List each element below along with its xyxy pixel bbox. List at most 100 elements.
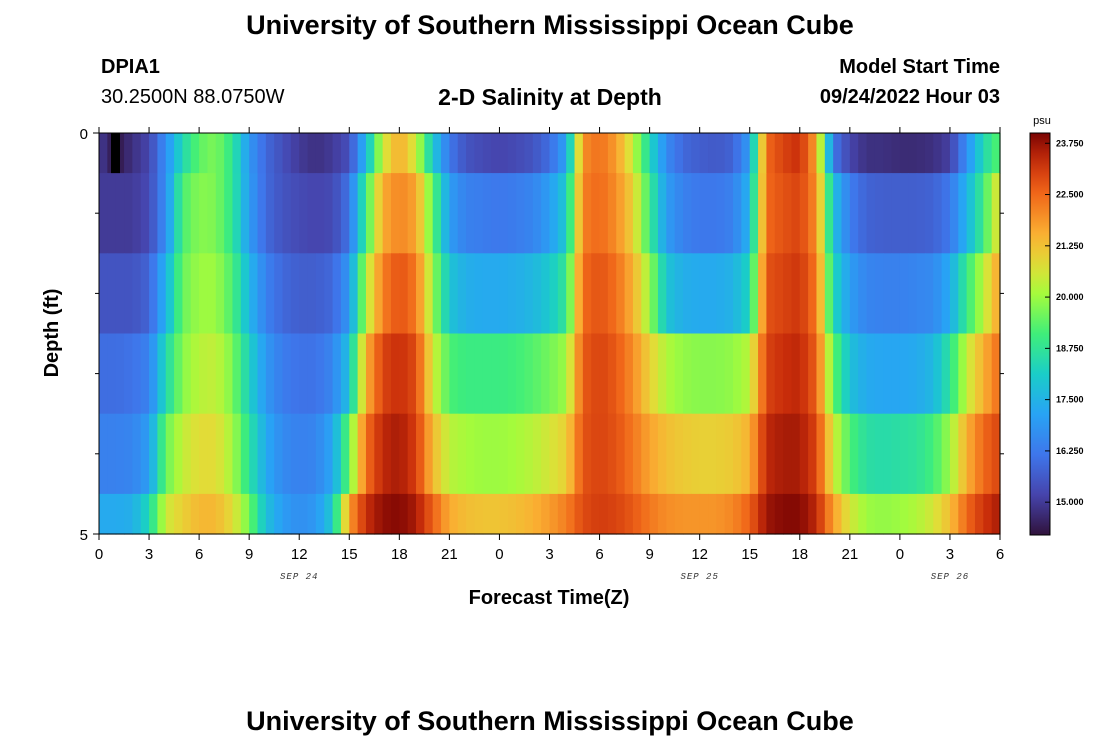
heatmap-cell xyxy=(899,333,909,415)
heatmap-cell xyxy=(741,333,751,415)
heatmap-cell xyxy=(424,333,434,415)
heatmap-cell xyxy=(365,253,375,335)
heatmap-cell xyxy=(841,333,851,415)
heatmap-cell xyxy=(749,253,759,335)
heatmap-cell xyxy=(666,493,676,535)
heatmap-cell xyxy=(507,333,517,415)
heatmap-cell xyxy=(115,493,125,535)
heatmap-cell xyxy=(199,493,209,535)
heatmap-cell xyxy=(958,413,968,495)
heatmap-cell xyxy=(924,333,934,415)
x-tick-label: 0 xyxy=(495,546,503,563)
heatmap-cell xyxy=(682,493,692,535)
heatmap-cell xyxy=(482,413,492,495)
heatmap-cell xyxy=(958,493,968,535)
heatmap-cell xyxy=(691,133,701,174)
heatmap-cell xyxy=(282,413,292,495)
heatmap-cell xyxy=(157,253,167,335)
heatmap-cell xyxy=(549,133,559,174)
heatmap-cell xyxy=(724,133,734,174)
x-tick-label: 6 xyxy=(595,546,603,563)
x-tick-label: 3 xyxy=(946,546,954,563)
heatmap-cell xyxy=(916,333,926,415)
heatmap-cell xyxy=(983,493,993,535)
heatmap-cell xyxy=(416,493,425,535)
heatmap-cell xyxy=(599,413,609,495)
heatmap-cell xyxy=(449,333,459,415)
heatmap-cell xyxy=(599,333,609,415)
heatmap-cell xyxy=(758,413,767,495)
heatmap-cell xyxy=(691,253,701,335)
heatmap-cell xyxy=(749,333,759,415)
heatmap-cell xyxy=(724,493,734,535)
heatmap-cell xyxy=(641,253,651,335)
heatmap-cell xyxy=(149,413,158,495)
colorbar-tick-label: 17.500 xyxy=(1056,395,1084,405)
x-tick-label: 12 xyxy=(691,546,708,563)
heatmap-cell xyxy=(949,253,959,335)
x-tick-label: 0 xyxy=(95,546,103,563)
heatmap-cell xyxy=(808,333,818,415)
heatmap-cell xyxy=(941,173,951,254)
heatmap-cell xyxy=(140,173,150,254)
heatmap-cell xyxy=(858,493,868,535)
heatmap-cell xyxy=(324,413,334,495)
heatmap-cell xyxy=(207,493,217,535)
heatmap-cell xyxy=(390,413,400,495)
heatmap-cell xyxy=(833,253,843,335)
heatmap-cell xyxy=(390,133,400,174)
heatmap-cell xyxy=(699,333,709,415)
heatmap-cell xyxy=(282,493,292,535)
heatmap-cell xyxy=(733,133,742,174)
heatmap-cell xyxy=(933,493,943,535)
colorbar-tick-label: 22.500 xyxy=(1056,190,1084,200)
heatmap-cell xyxy=(791,253,801,335)
heatmap-cell xyxy=(532,493,542,535)
heatmap-cell xyxy=(649,333,659,415)
heatmap-cell xyxy=(799,173,809,254)
heatmap-cell xyxy=(657,333,667,415)
heatmap-cell xyxy=(499,133,509,174)
x-axis: 0 3 6 9 12 15 18 21 0 3 6 9 12 15 18 21 0 3 6 SEP 24 SEP 25 S… xyxy=(95,127,1004,582)
heatmap-cell xyxy=(591,413,601,495)
colorbar-tick-label: 18.750 xyxy=(1056,343,1084,353)
heatmap-cell xyxy=(941,253,951,335)
heatmap-cell xyxy=(733,493,742,535)
heatmap-cell xyxy=(607,133,617,174)
heatmap-cell xyxy=(315,493,325,535)
heatmap-cell xyxy=(374,173,384,254)
heatmap-cell xyxy=(507,173,517,254)
heatmap-cell xyxy=(541,253,551,335)
heatmap-cells xyxy=(99,133,1001,535)
heatmap-cell xyxy=(557,413,567,495)
heatmap-cell xyxy=(716,493,726,535)
heatmap-cell xyxy=(374,133,384,174)
heatmap-cell xyxy=(974,133,984,174)
heatmap-cell xyxy=(741,413,751,495)
heatmap-cell xyxy=(924,253,934,335)
heatmap-cell xyxy=(332,493,342,535)
heatmap-cell xyxy=(657,413,667,495)
heatmap-cell xyxy=(816,493,826,535)
heatmap-cell xyxy=(132,133,142,174)
heatmap-cell xyxy=(766,173,776,254)
heatmap-cell xyxy=(224,173,234,254)
heatmap-cell xyxy=(290,333,300,415)
heatmap-cell xyxy=(474,333,484,415)
colorbar-ticks: 23.750 22.500 21.250 20.000 18.750 17.500 16.2… xyxy=(1045,138,1084,507)
heatmap-cell xyxy=(941,333,951,415)
heatmap-cell xyxy=(958,333,968,415)
heatmap-cell xyxy=(382,173,392,254)
heatmap-cell xyxy=(949,333,959,415)
heatmap-cell xyxy=(574,253,584,335)
heatmap-cell xyxy=(499,413,509,495)
heatmap-cell xyxy=(983,413,993,495)
heatmap-cell xyxy=(841,493,851,535)
heatmap-cell xyxy=(324,173,334,254)
heatmap-cell xyxy=(858,253,868,335)
heatmap-cell xyxy=(783,253,793,335)
heatmap-cell xyxy=(808,133,818,174)
date-label: SEP 24 xyxy=(280,572,318,582)
heatmap-cell xyxy=(649,133,659,174)
heatmap-cell xyxy=(149,493,158,535)
